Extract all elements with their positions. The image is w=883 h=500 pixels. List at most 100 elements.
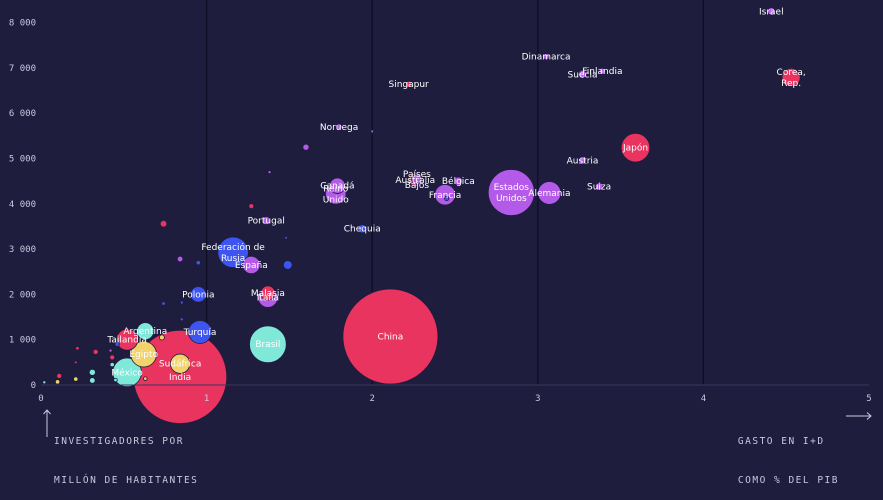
bubble-label: Suiza <box>587 183 611 193</box>
arrow-up-icon <box>43 409 51 437</box>
bubble-argentina <box>136 322 155 341</box>
bubble <box>370 129 375 134</box>
bubble-label: Singapur <box>388 80 429 90</box>
x-axis-label-line-1: GASTO EN I+D <box>737 436 825 447</box>
bubble-finlandia <box>599 67 606 75</box>
bubble <box>42 380 47 385</box>
bubble-label: Estados Unidos <box>494 183 530 204</box>
bubble-label: Corea, Rep. <box>777 68 806 89</box>
y-tick-label: 3 000 <box>9 245 36 255</box>
bubble-label: España <box>235 261 268 271</box>
bubble-label: Alemania <box>528 189 570 199</box>
bubble-label: Tailandia <box>106 336 146 346</box>
bubble <box>179 300 184 305</box>
bubble-bélgica <box>453 176 463 186</box>
bubble <box>302 143 310 151</box>
bubble <box>282 260 293 270</box>
bubble-israel <box>767 7 776 16</box>
bubble-méxico <box>112 357 142 388</box>
x-tick-label: 1 <box>204 394 209 404</box>
bubble <box>158 334 165 341</box>
bubble <box>176 255 184 263</box>
y-axis-label-line-2: MILLÓN DE HABITANTES <box>54 475 199 486</box>
bubble <box>113 377 118 383</box>
bubble <box>88 368 96 376</box>
bubble-suecia <box>578 69 587 79</box>
bubble-label: Canadá <box>320 182 354 192</box>
bubble-estados-unidos <box>487 169 535 216</box>
bubble-label: Dinamarca <box>522 53 571 63</box>
bubble-label: Federación de Rusia <box>201 242 265 264</box>
y-axis-label-line-1: INVESTIGADORES POR <box>54 436 184 447</box>
bubble-label: Noruega <box>320 123 358 133</box>
bubble-países-bajos <box>411 173 423 186</box>
bubbles <box>42 7 801 424</box>
bubble-tailandia <box>116 328 139 351</box>
bubble-label: Austria <box>567 156 599 166</box>
bubble-label: México <box>111 367 143 378</box>
y-tick-label: 5 000 <box>9 155 36 165</box>
y-tick-label: 1 000 <box>9 336 36 346</box>
bubble-label: Bélgica <box>442 176 475 187</box>
bubble-label: Israel <box>759 7 784 17</box>
bubble-suiza <box>594 182 604 191</box>
bubble-alemania <box>537 181 562 205</box>
bubble-label: Sudáfrica <box>159 360 201 370</box>
bubble-corea-rep- <box>781 67 801 87</box>
bubble-label: China <box>378 333 404 343</box>
bubble-label: Portugal <box>248 217 285 227</box>
bubble <box>248 203 255 210</box>
bubble <box>109 362 115 368</box>
bubble <box>161 301 166 306</box>
bubble-label: Egipto <box>129 350 158 360</box>
bubble-francia <box>434 184 456 206</box>
bubble <box>267 170 272 175</box>
bubble-japón <box>620 132 651 163</box>
y-tick-label: 2 000 <box>9 290 36 300</box>
bubble-canadá <box>329 177 346 194</box>
x-tick-label: 5 <box>866 394 871 404</box>
bubble-label: Reino Unido <box>323 184 350 205</box>
arrow-right-icon <box>846 412 872 420</box>
bubble-noruega <box>335 123 343 131</box>
bubble-egipto <box>130 340 157 368</box>
bubble <box>73 376 79 382</box>
bubble-label: Japón <box>622 143 648 154</box>
x-axis-label-line-2: COMO % DEL PIB <box>737 475 839 486</box>
bubble-chequia <box>357 224 367 234</box>
bubble-labels: China Estados Unidos Japón Alemania India Fede… <box>106 7 805 383</box>
y-axis-label: INVESTIGADORES POR MILLÓN DE HABITANTES <box>54 409 198 500</box>
bubble-españa <box>242 255 261 275</box>
bubble-federación-de-rusia <box>217 236 249 268</box>
bubble-label: Malasia <box>251 289 285 299</box>
y-tick-label: 4 000 <box>9 200 36 210</box>
bubble <box>284 235 288 240</box>
y-tick-label: 0 <box>31 381 36 391</box>
bubble-label: Turquía <box>183 328 217 338</box>
x-tick-label: 3 <box>535 394 540 404</box>
bubble <box>75 346 80 351</box>
x-axis-label: GASTO EN I+D COMO % DEL PIB <box>738 409 839 500</box>
bubble-austria <box>578 156 587 165</box>
bubble <box>114 341 120 347</box>
bubble-label: Francia <box>429 191 461 201</box>
bubble-label: Brasil <box>255 340 280 350</box>
x-tick-label: 2 <box>369 394 374 404</box>
y-tick-label: 8 000 <box>9 19 36 29</box>
bubble-label: Países Bajos <box>403 170 431 191</box>
bubble-label: Suecia <box>568 70 598 80</box>
scatter-chart: China Estados Unidos Japón Alemania India Fede… <box>9 0 872 424</box>
bubble-label: Australia <box>395 176 435 186</box>
bubble-label: Chequia <box>344 225 381 235</box>
y-tick-label: 6 000 <box>9 109 36 119</box>
bubble-malasia <box>260 285 276 301</box>
bubble <box>56 373 63 379</box>
bubble-label: Finlandia <box>582 67 622 77</box>
bubble <box>179 317 184 322</box>
bubble <box>159 219 168 228</box>
bubble <box>54 379 61 385</box>
bubble <box>109 354 116 361</box>
bubble <box>143 376 148 381</box>
bubble <box>89 377 96 384</box>
bubble-china <box>342 288 439 385</box>
